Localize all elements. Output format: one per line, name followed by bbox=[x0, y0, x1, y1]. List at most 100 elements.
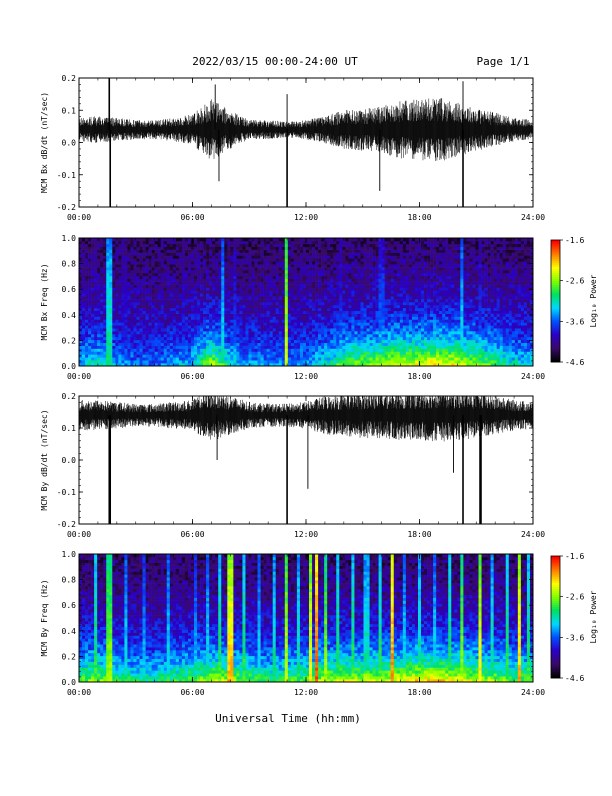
heat-cell bbox=[109, 273, 112, 276]
heat-cell bbox=[140, 302, 143, 305]
heat-cell bbox=[309, 276, 312, 279]
heat-cell bbox=[194, 253, 197, 256]
heat-cell bbox=[109, 311, 112, 314]
heat-cell bbox=[118, 261, 121, 264]
heat-cell bbox=[209, 287, 212, 290]
heat-cell bbox=[273, 328, 276, 331]
heat-cell bbox=[367, 264, 370, 267]
heat-cell bbox=[245, 261, 248, 264]
heat-cell bbox=[245, 273, 248, 276]
heat-cell bbox=[403, 337, 406, 340]
heat-cell bbox=[379, 285, 382, 288]
heat-cell bbox=[306, 273, 309, 276]
heat-cell bbox=[152, 357, 155, 360]
heat-cell bbox=[140, 325, 143, 328]
heat-cell bbox=[245, 287, 248, 290]
heat-cell bbox=[321, 279, 324, 282]
heat-cell bbox=[351, 267, 354, 270]
heat-cell bbox=[333, 354, 336, 357]
heat-cell bbox=[339, 325, 342, 328]
heat-cell bbox=[206, 253, 209, 256]
heat-cell bbox=[330, 250, 333, 253]
heat-cell bbox=[140, 357, 143, 360]
heat-cell bbox=[182, 261, 185, 264]
heat-cell bbox=[300, 351, 303, 354]
heat-cell bbox=[206, 273, 209, 276]
heat-cell bbox=[167, 293, 170, 296]
heat-cell bbox=[170, 241, 173, 244]
heat-cell bbox=[252, 264, 255, 267]
heat-cell bbox=[324, 319, 327, 322]
heat-cell bbox=[158, 241, 161, 244]
heat-cell bbox=[106, 241, 109, 244]
heat-cell bbox=[155, 287, 158, 290]
heat-cell bbox=[406, 276, 409, 279]
heat-cell bbox=[118, 317, 121, 320]
heat-cell bbox=[385, 253, 388, 256]
heat-cell bbox=[270, 354, 273, 357]
heat-cell bbox=[103, 250, 106, 253]
heat-cell bbox=[242, 317, 245, 320]
heat-cell bbox=[121, 299, 124, 302]
heat-cell bbox=[248, 311, 251, 314]
heat-cell bbox=[158, 331, 161, 334]
heat-cell bbox=[209, 273, 212, 276]
heat-cell bbox=[112, 299, 115, 302]
heat-cell bbox=[158, 343, 161, 346]
heat-cell bbox=[88, 258, 91, 261]
heat-cell bbox=[100, 357, 103, 360]
heat-cell bbox=[218, 357, 221, 360]
heat-cell bbox=[97, 328, 100, 331]
heat-cell bbox=[318, 290, 321, 293]
heat-cell bbox=[143, 343, 146, 346]
heat-cell bbox=[370, 317, 373, 320]
heat-cell bbox=[230, 349, 233, 352]
heat-cell bbox=[191, 276, 194, 279]
heat-cell bbox=[364, 346, 367, 349]
heat-cell bbox=[400, 264, 403, 267]
heat-cell bbox=[276, 337, 279, 340]
heat-cell bbox=[376, 357, 379, 360]
heat-cell bbox=[209, 308, 212, 311]
heat-cell bbox=[400, 340, 403, 343]
heat-cell bbox=[200, 253, 203, 256]
heat-cell bbox=[376, 328, 379, 331]
heat-cell bbox=[279, 241, 282, 244]
heat-cell bbox=[127, 340, 130, 343]
heat-cell bbox=[137, 325, 140, 328]
heat-cell bbox=[255, 340, 258, 343]
heat-cell bbox=[179, 351, 182, 354]
heat-cell bbox=[121, 244, 124, 247]
heat-cell bbox=[270, 282, 273, 285]
heat-cell bbox=[103, 340, 106, 343]
heat-cell bbox=[155, 285, 158, 288]
heat-cell bbox=[339, 357, 342, 360]
heat-cell bbox=[124, 267, 127, 270]
heat-cell bbox=[106, 334, 109, 337]
heat-cell bbox=[397, 311, 400, 314]
heat-cell bbox=[112, 337, 115, 340]
heat-cell bbox=[300, 264, 303, 267]
heat-cell bbox=[385, 357, 388, 360]
heat-cell bbox=[285, 319, 288, 322]
heat-cell bbox=[379, 322, 382, 325]
heat-cell bbox=[270, 253, 273, 256]
heat-cell bbox=[306, 244, 309, 247]
heat-cell bbox=[91, 314, 94, 317]
heat-cell bbox=[367, 247, 370, 250]
heat-cell bbox=[137, 247, 140, 250]
heat-cell bbox=[167, 322, 170, 325]
heat-cell bbox=[124, 293, 127, 296]
heat-cell bbox=[230, 241, 233, 244]
heat-cell bbox=[248, 279, 251, 282]
heat-cell bbox=[118, 346, 121, 349]
heat-cell bbox=[288, 276, 291, 279]
heat-cell bbox=[261, 273, 264, 276]
heat-cell bbox=[200, 261, 203, 264]
heat-cell bbox=[367, 244, 370, 247]
heat-cell bbox=[324, 354, 327, 357]
heat-cell bbox=[173, 244, 176, 247]
heat-cell bbox=[400, 276, 403, 279]
heat-cell bbox=[100, 276, 103, 279]
heat-cell bbox=[185, 334, 188, 337]
